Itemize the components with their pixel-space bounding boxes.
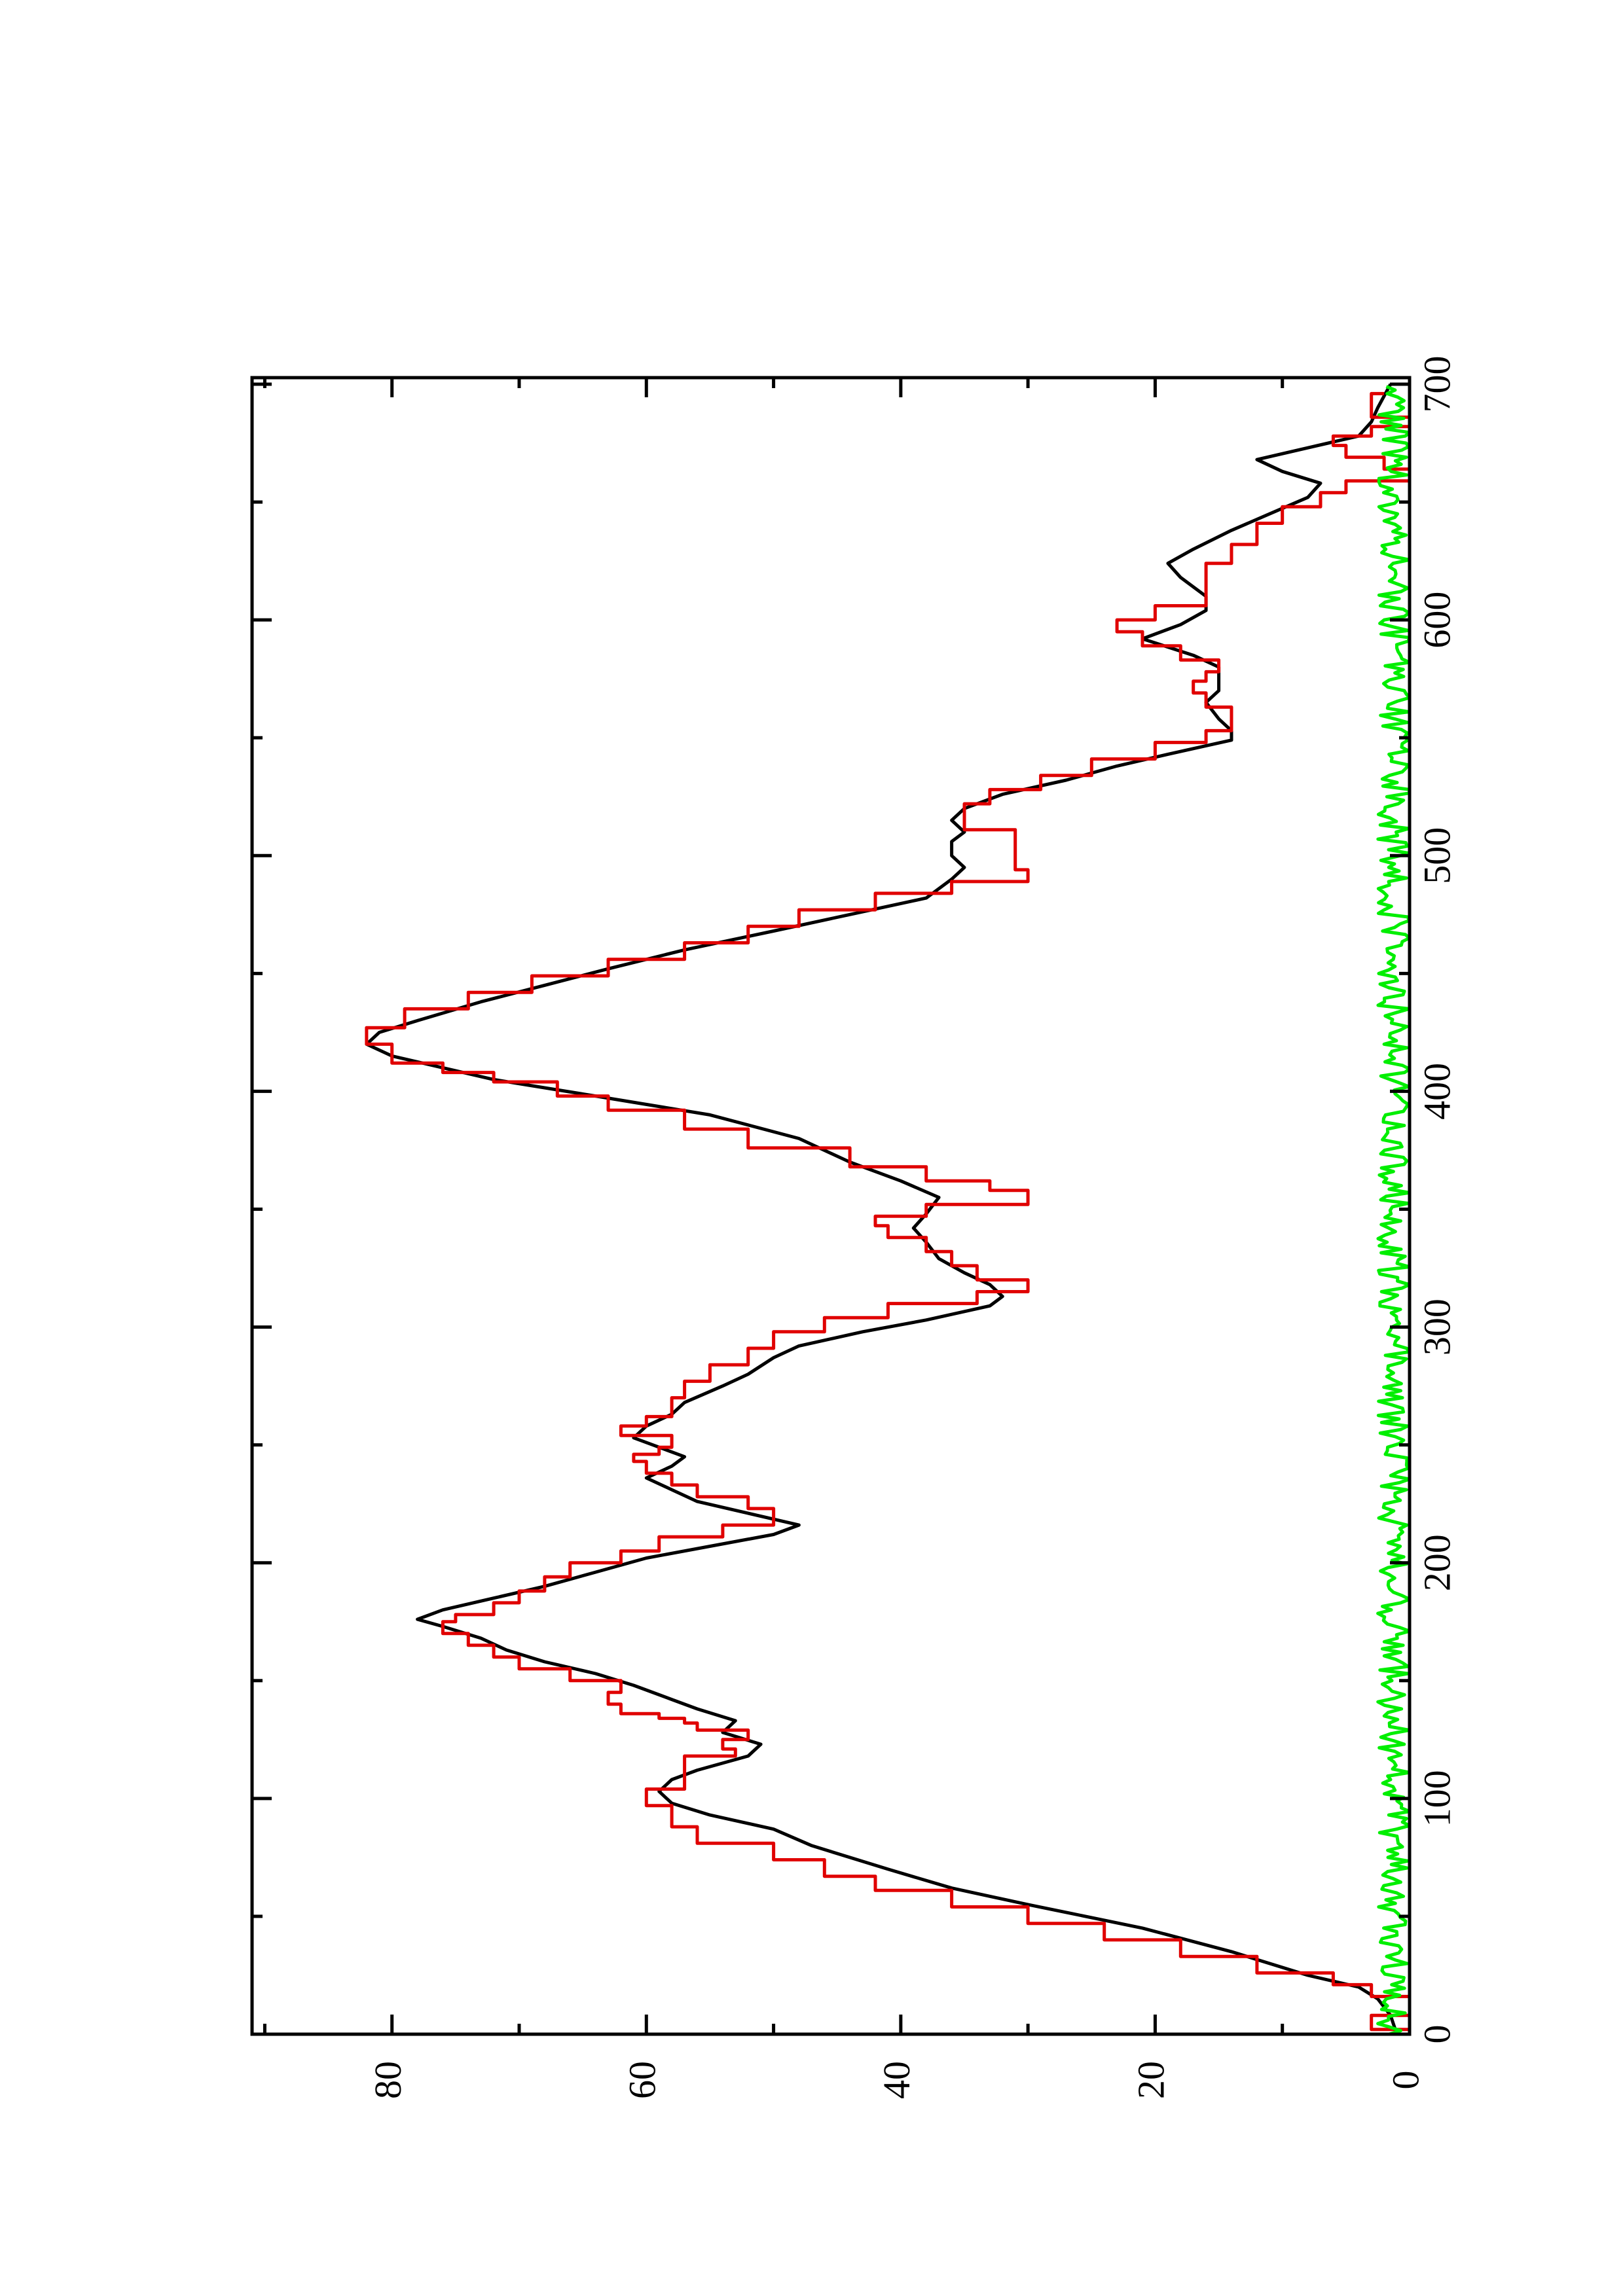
y-tick-label: 60 [621, 2061, 664, 2099]
x-tick-label: 700 [1415, 356, 1458, 413]
x-tick-label: 500 [1415, 827, 1458, 884]
x-tick-label: 100 [1415, 1770, 1458, 1827]
x-tick-label: 600 [1415, 592, 1458, 649]
x-tick-label: 0 [1415, 2025, 1458, 2044]
plot-frame [250, 376, 1412, 2036]
x-tick-label: 200 [1415, 1534, 1458, 1591]
plot-area [365, 383, 1412, 2036]
x-tick-label: 300 [1415, 1299, 1458, 1355]
series-line-1 [365, 391, 1412, 2034]
x-tick-label: 400 [1415, 1063, 1458, 1120]
series-line-2 [1376, 385, 1412, 2036]
y-tick-label: 80 [367, 2061, 409, 2099]
y-tick-label: 40 [875, 2061, 918, 2099]
y-tick-label: 0 [1384, 2071, 1427, 2090]
series-line-0 [365, 383, 1398, 2035]
axes: 0 100 200 300 400 500 600 700 0 20 40 60 80 [250, 356, 1458, 2099]
y-tick-label: 20 [1130, 2061, 1173, 2099]
